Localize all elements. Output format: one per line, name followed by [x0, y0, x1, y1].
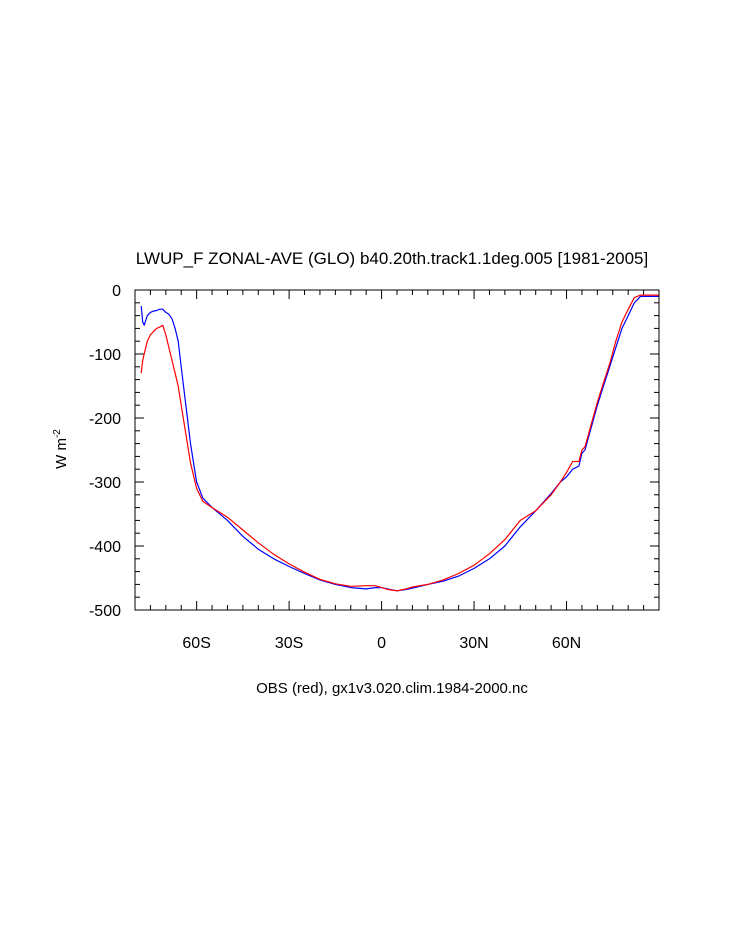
axis-ticks: 60S 30S 0 30N 60N 0 -100 -200 -300 -400 -500: [89, 283, 659, 652]
x-tick-label: 0: [377, 635, 386, 652]
x-tick-label: 60N: [552, 635, 581, 652]
y-tick-label: -200: [89, 411, 121, 428]
data-lines: [140, 294, 659, 592]
x-tick-label: 60S: [182, 635, 210, 652]
y-tick-label: 0: [112, 283, 121, 300]
plot-frame: [134, 289, 660, 611]
x-tick-label: 30N: [459, 635, 488, 652]
chart-title: LWUP_F ZONAL-AVE (GLO) b40.20th.track1.1…: [136, 249, 648, 268]
svg-text:W m-2: W m-2: [52, 429, 70, 469]
y-tick-label: -100: [89, 347, 121, 364]
chart-xlabel: OBS (red), gx1v3.020.clim.1984-2000.nc: [256, 680, 528, 697]
ylabel-exponent: -2: [52, 429, 63, 438]
ylabel-main: W m: [53, 438, 70, 469]
chart-ylabel: W m-2: [52, 429, 70, 469]
series-line-1: [140, 294, 659, 592]
y-tick-label: -400: [89, 539, 121, 556]
y-tick-label: -300: [89, 475, 121, 492]
x-tick-label: 30S: [275, 635, 303, 652]
y-tick-label: -500: [89, 603, 121, 620]
series-line-0: [140, 295, 659, 592]
